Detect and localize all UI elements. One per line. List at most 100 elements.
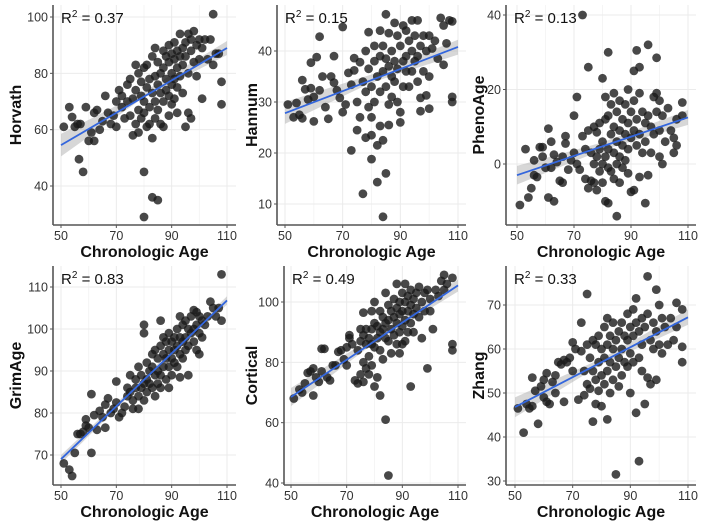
data-point <box>672 141 681 150</box>
data-point <box>178 60 188 70</box>
data-point <box>331 361 340 370</box>
y-tick-label: 110 <box>28 281 48 295</box>
data-point <box>611 335 621 345</box>
data-point <box>657 313 667 323</box>
r-squared-annotation: R2 = 0.13 <box>514 9 577 27</box>
data-point <box>381 288 390 298</box>
data-point <box>100 423 110 433</box>
data-point <box>161 74 171 84</box>
y-tick-label: 50 <box>487 387 501 401</box>
x-axis-title: Chronologic Age <box>537 244 665 261</box>
data-point <box>153 57 163 67</box>
data-point <box>447 17 457 26</box>
data-point <box>631 408 641 418</box>
data-point <box>538 142 547 152</box>
data-point <box>315 85 324 95</box>
data-point <box>125 74 135 84</box>
data-point <box>139 167 149 177</box>
data-point <box>625 388 635 398</box>
data-point <box>390 56 399 66</box>
data-point <box>602 366 612 376</box>
data-point <box>384 336 393 346</box>
r2-prefix: R <box>514 10 525 27</box>
data-point <box>139 212 149 222</box>
data-point <box>651 375 661 385</box>
data-point <box>660 137 670 147</box>
data-point <box>76 119 85 129</box>
data-point <box>561 139 570 148</box>
r2-superscript: 2 <box>525 270 531 281</box>
y-axis-title: GrimAge <box>8 342 25 410</box>
data-point <box>375 391 385 400</box>
y-tick-label: 90 <box>34 365 48 379</box>
y-axis-title: Horvath <box>8 85 25 145</box>
data-point <box>317 367 326 376</box>
data-point <box>600 379 609 389</box>
y-tick-label: 40 <box>265 477 279 491</box>
data-point <box>559 397 569 407</box>
data-point <box>578 10 587 20</box>
data-point <box>605 388 615 398</box>
data-point <box>612 211 622 221</box>
r2-value: = 0.13 <box>530 10 576 27</box>
y-tick-label: 30 <box>258 96 272 110</box>
data-point <box>663 103 673 113</box>
r-squared-annotation: R2 = 0.37 <box>61 9 124 27</box>
scatter-points <box>289 270 457 480</box>
x-tick-label: 90 <box>393 229 407 243</box>
r-squared-annotation: R2 = 0.83 <box>61 270 124 288</box>
data-point <box>400 336 410 346</box>
data-point <box>404 82 414 92</box>
data-point <box>643 373 652 382</box>
data-point <box>608 375 618 385</box>
data-point <box>390 18 399 28</box>
data-point <box>629 185 639 195</box>
data-point <box>623 118 633 128</box>
data-point <box>120 402 129 412</box>
data-point <box>603 47 613 57</box>
data-point <box>536 382 546 391</box>
data-point <box>655 96 664 106</box>
data-point <box>329 78 339 87</box>
data-point <box>400 279 410 289</box>
data-point <box>142 60 152 70</box>
data-point <box>153 195 163 205</box>
data-point <box>134 128 143 137</box>
scatter-points <box>59 270 226 481</box>
data-point <box>623 85 633 94</box>
data-point <box>638 148 647 158</box>
y-tick-label: 100 <box>27 11 48 25</box>
x-tick-label: 90 <box>624 229 638 243</box>
data-point <box>312 52 322 62</box>
r2-superscript: 2 <box>525 9 531 20</box>
data-point <box>620 100 630 109</box>
scatter-points <box>515 10 687 221</box>
data-point <box>178 88 188 98</box>
data-point <box>367 130 376 140</box>
r2-value: = 0.37 <box>77 10 123 27</box>
data-point <box>309 117 319 126</box>
data-point <box>139 396 149 405</box>
data-point <box>364 370 374 379</box>
data-point <box>428 324 438 334</box>
data-point <box>417 297 427 307</box>
data-point <box>582 289 592 299</box>
data-point <box>150 391 160 401</box>
x-tick-label: 110 <box>217 229 237 243</box>
data-point <box>315 32 324 42</box>
data-point <box>620 155 630 165</box>
data-point <box>413 16 422 25</box>
panel-phenoage: 50 70 90 110 0 20 40 Chronologic Age PhenoAge R2 … <box>471 5 698 261</box>
data-point <box>634 456 644 466</box>
data-point <box>439 21 448 30</box>
r2-prefix: R <box>61 271 72 288</box>
data-point <box>533 419 543 429</box>
data-point <box>677 305 687 314</box>
data-point <box>424 72 434 81</box>
data-point <box>318 72 327 81</box>
data-point <box>608 344 618 354</box>
data-point <box>395 118 405 127</box>
data-point <box>342 361 352 370</box>
data-point <box>189 337 199 346</box>
y-tick-label: 30 <box>487 475 501 489</box>
